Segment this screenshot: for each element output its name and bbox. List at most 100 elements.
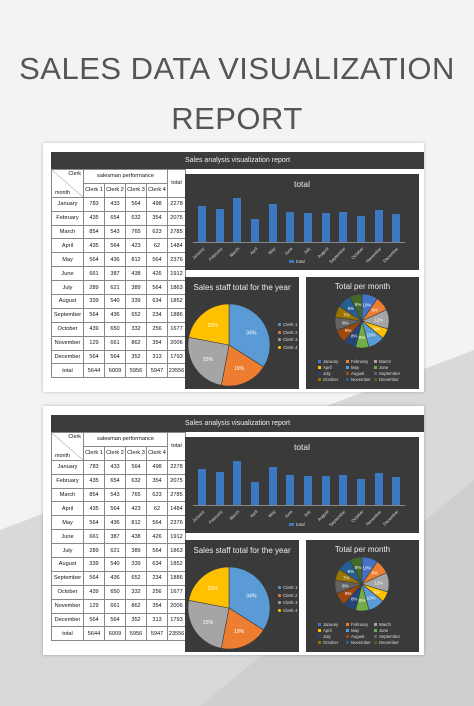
bar-june: [286, 211, 295, 243]
bar-november: [374, 473, 383, 506]
legend-swatch: [318, 378, 321, 382]
legend-label: June: [379, 365, 389, 370]
clerk-total-cell: 5644: [83, 363, 105, 379]
bar-october: [356, 478, 365, 506]
clerk-pie-slice: [188, 303, 230, 346]
row-total-cell: 1793: [167, 612, 186, 628]
legend-item: December: [374, 640, 402, 645]
value-cell: 423: [125, 238, 147, 254]
report-sheet-1: Sales analysis visualization report Clerk…: [43, 143, 424, 392]
group-header: salesman performance: [83, 432, 168, 447]
bar-january: [197, 205, 206, 243]
row-total-cell: 2006: [167, 335, 186, 351]
month-pie-label: 7%: [343, 313, 349, 318]
group-header: salesman performance: [83, 169, 168, 184]
clerk-header: Clerk 2: [104, 182, 126, 198]
month-pie-label: 9%: [372, 308, 378, 313]
row-total-cell: 2278: [167, 196, 186, 212]
legend-swatch: [318, 366, 321, 370]
legend-label: December: [379, 377, 399, 382]
legend-label: October: [323, 377, 339, 382]
legend-label: May: [351, 628, 360, 633]
legend-label: January: [323, 359, 339, 364]
legend-item: October: [318, 377, 346, 382]
month-cell: May: [51, 252, 84, 268]
bar-june: [286, 474, 295, 506]
table-row: November 129 661 862 354 2006: [51, 598, 186, 614]
legend-swatch: [278, 338, 281, 342]
table-row: February 435 654 632 354 2075: [51, 473, 186, 489]
clerk-pie-slice: [187, 336, 230, 386]
month-pie-label: 7%: [343, 576, 349, 581]
legend-swatch: [346, 366, 349, 370]
month-pie-label: 12%: [374, 317, 383, 322]
legend-item: November: [346, 377, 374, 382]
month-pie-svg: 10%9%12%6%10%8%8%8%8%7%9%8%: [334, 293, 390, 349]
value-cell: 354: [146, 598, 168, 614]
legend-swatch: [278, 346, 281, 350]
clerk-pie-label: 22%: [208, 586, 219, 592]
sales-table: Clerk month salesman performance total Clerk…: [51, 432, 186, 642]
legend-swatch: [346, 635, 349, 639]
table-row: August 339 540 339 634 1852: [51, 294, 186, 309]
month-cell: July: [51, 280, 84, 296]
value-cell: 564: [104, 612, 126, 628]
legend-item: Clerk 2: [278, 329, 298, 337]
value-cell: 632: [125, 210, 147, 226]
month-pie-slice: [349, 293, 363, 322]
value-cell: 352: [125, 612, 147, 628]
month-cell: July: [51, 543, 84, 559]
bar-december: [392, 476, 401, 506]
legend-swatch: [346, 641, 349, 645]
total-row-label: total: [51, 626, 84, 642]
month-pie-label: 8%: [355, 302, 361, 307]
clerk-pie-label: 34%: [246, 593, 257, 599]
bar-chart-panel: total January February March April May June Jul…: [185, 174, 419, 270]
value-cell: 564: [125, 459, 147, 475]
legend-item: Clerk 3: [278, 336, 298, 344]
value-cell: 564: [83, 570, 105, 586]
month-pie-label: 9%: [372, 571, 378, 576]
value-cell: 654: [104, 473, 126, 489]
legend-swatch: [318, 629, 321, 633]
clerk-pie-panel: Sales staff total for the year 34% 19% 25% 2…: [185, 277, 299, 389]
value-cell: 498: [146, 196, 168, 212]
value-cell: 765: [125, 224, 147, 240]
value-cell: 632: [125, 473, 147, 489]
legend-swatch: [374, 635, 377, 639]
value-cell: 256: [146, 321, 168, 337]
value-cell: 564: [146, 515, 168, 531]
value-cell: 289: [83, 280, 105, 296]
value-cell: 661: [83, 266, 105, 282]
legend-swatch: [346, 378, 349, 382]
value-cell: 387: [104, 529, 126, 545]
month-pie-legend: January February March April May June July Augu…: [318, 622, 402, 645]
row-total-cell: 2785: [167, 224, 186, 240]
value-cell: 435: [83, 501, 105, 517]
table-row: September 564 436 652 234 1886: [51, 570, 186, 586]
value-cell: 354: [146, 335, 168, 351]
value-cell: 661: [83, 529, 105, 545]
value-cell: 621: [104, 543, 126, 559]
value-cell: 564: [83, 349, 105, 365]
legend-swatch: [374, 360, 377, 364]
clerk-header: Clerk 3: [125, 445, 147, 461]
value-cell: 812: [125, 252, 147, 268]
legend-item: June: [374, 628, 402, 633]
bar-january: [197, 468, 206, 506]
bar-september: [339, 212, 348, 243]
month-cell: August: [51, 294, 84, 309]
value-cell: 439: [83, 584, 105, 600]
legend-item: August: [346, 634, 374, 639]
value-cell: 661: [104, 335, 126, 351]
legend-label: April: [323, 365, 332, 370]
month-cell: September: [51, 307, 84, 323]
legend-item: December: [374, 377, 402, 382]
month-cell: November: [51, 598, 84, 614]
legend-item: February: [346, 622, 374, 627]
clerk-pie-legend: Clerk 1 Clerk 2 Clerk 3 Clerk 4: [278, 584, 298, 614]
legend-item: April: [318, 365, 346, 370]
value-cell: 352: [125, 349, 147, 365]
value-cell: 435: [83, 238, 105, 254]
month-pie-label: 8%: [355, 565, 361, 570]
